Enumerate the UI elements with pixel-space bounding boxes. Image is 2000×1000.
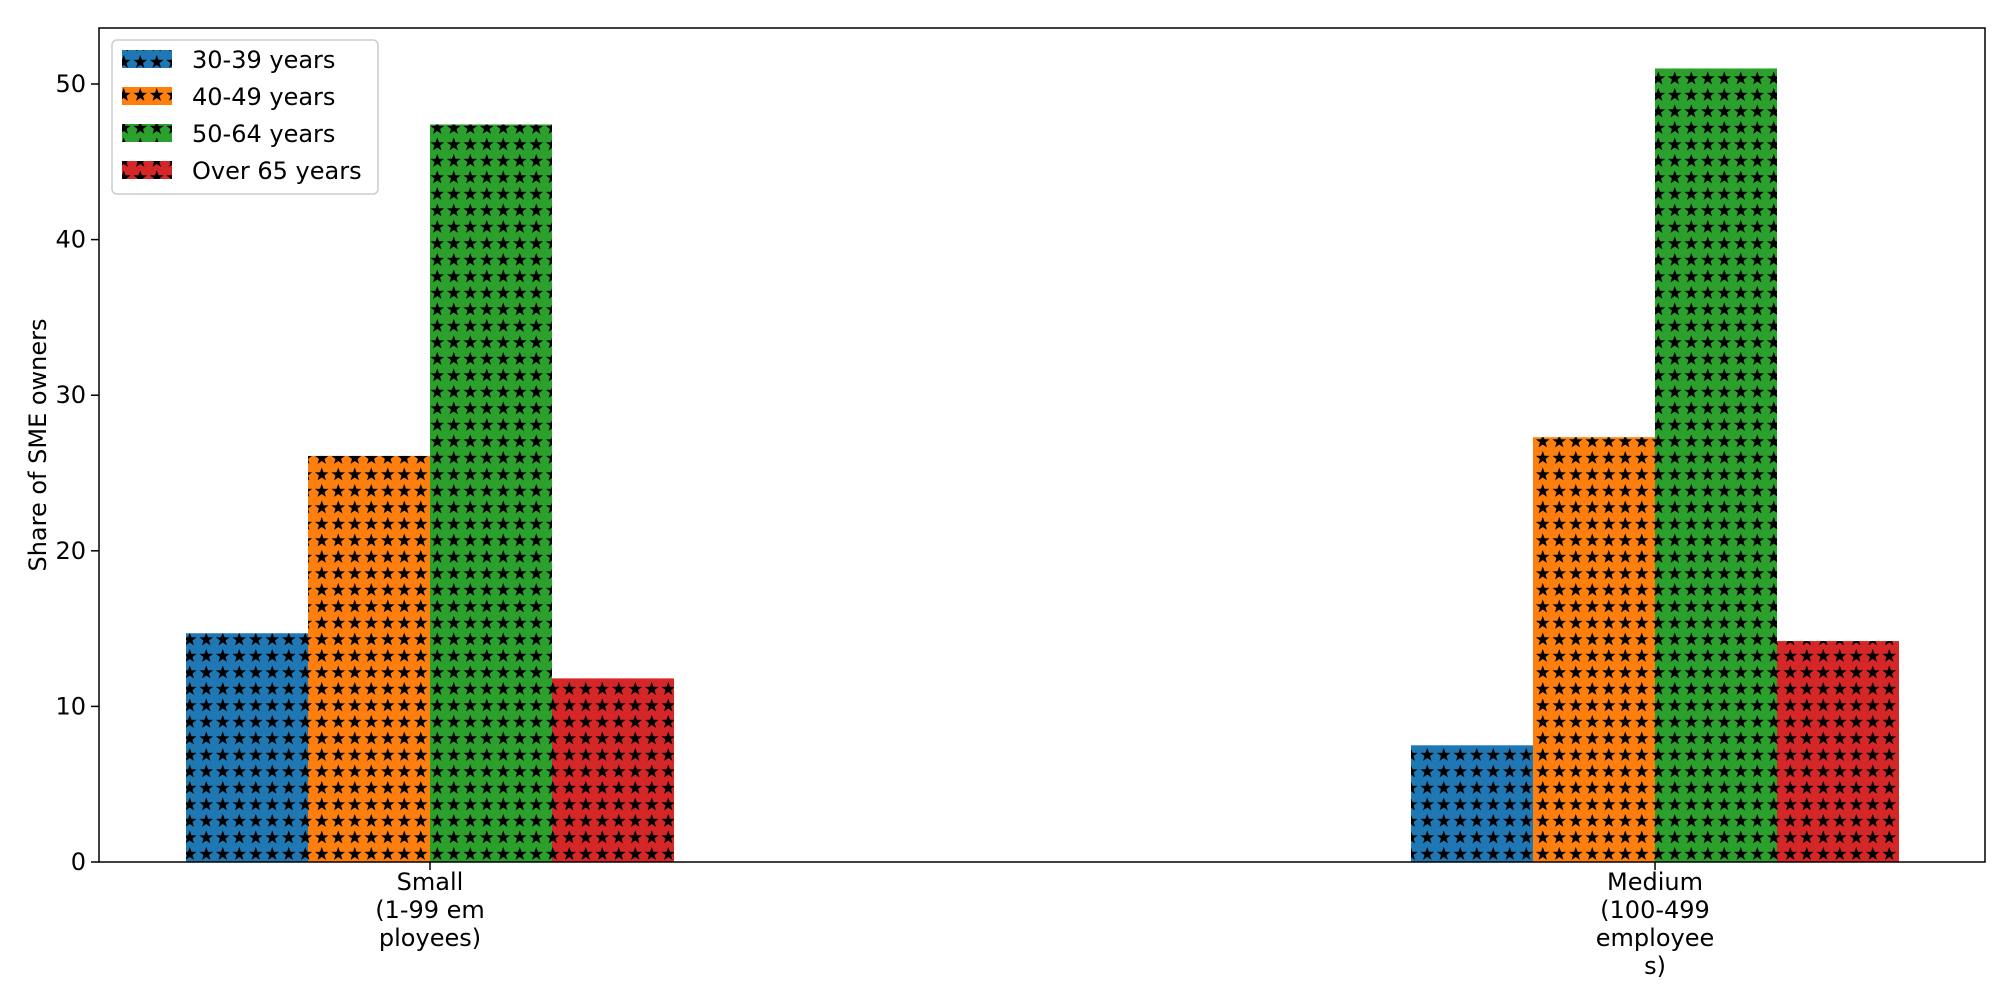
legend-label: 50-64 years bbox=[192, 120, 335, 148]
bar-50-64-years-medium bbox=[1655, 68, 1777, 862]
bar-50-64-years-small bbox=[430, 124, 552, 862]
legend-label: Over 65 years bbox=[192, 157, 362, 185]
bar-40-49-years-small bbox=[308, 456, 430, 862]
bar-over-65-years-medium bbox=[1777, 641, 1899, 862]
bar-30-39-years-medium bbox=[1411, 745, 1533, 862]
y-tick-label: 20 bbox=[55, 537, 86, 565]
bar-over-65-years-small bbox=[552, 678, 674, 862]
legend-swatch bbox=[122, 124, 172, 142]
legend-swatch bbox=[122, 161, 172, 179]
legend-label: 30-39 years bbox=[192, 46, 335, 74]
y-tick-label: 40 bbox=[55, 226, 86, 254]
legend-swatch bbox=[122, 50, 172, 68]
legend-swatch bbox=[122, 87, 172, 105]
y-tick-label: 0 bbox=[71, 848, 86, 876]
bar-30-39-years-small bbox=[186, 633, 308, 862]
y-tick-label: 50 bbox=[55, 70, 86, 98]
legend: 30-39 years 40-49 years 50-64 years Over 65… bbox=[112, 40, 378, 194]
bar-40-49-years-medium bbox=[1533, 437, 1655, 862]
y-tick-label: 30 bbox=[55, 381, 86, 409]
y-tick-label: 10 bbox=[55, 692, 86, 720]
legend-label: 40-49 years bbox=[192, 83, 335, 111]
y-axis-title: Share of SME owners bbox=[24, 318, 52, 571]
